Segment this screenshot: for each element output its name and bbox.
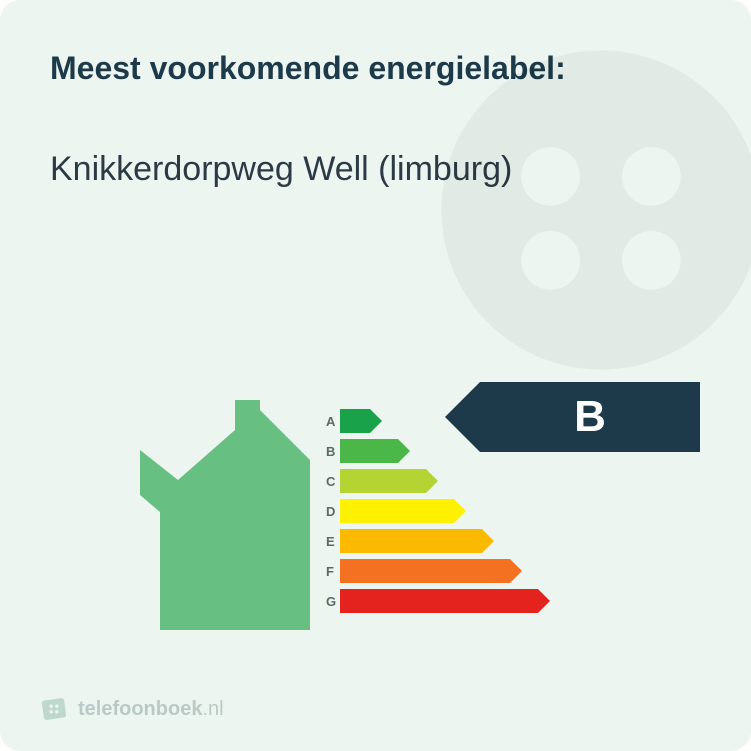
energy-bar-row: G [320,586,538,616]
energy-bar-row: E [320,526,538,556]
energy-bar-label: F [320,564,340,579]
energy-bar-label: D [320,504,340,519]
energy-bar-label: A [320,414,340,429]
watermark-icon [391,0,751,420]
energy-bar [340,559,510,583]
badge-letter: B [574,392,606,442]
energy-bar-row: C [320,466,538,496]
energy-bar-label: E [320,534,340,549]
energy-bar-row: D [320,496,538,526]
energy-bar [340,499,454,523]
energy-bar [340,409,370,433]
energy-bar [340,439,398,463]
energy-bar [340,469,426,493]
energy-bar-label: B [320,444,340,459]
phonebook-icon [40,695,68,723]
energy-bar-label: C [320,474,340,489]
house-icon [140,400,310,630]
energy-bar [340,589,538,613]
footer-tld: .nl [202,698,223,720]
selected-label-badge: B [480,382,700,452]
footer-brand: telefoonboek.nl [40,695,224,723]
footer-text: telefoonboek.nl [78,698,224,721]
footer-brand-name: telefoonboek [78,698,202,720]
energy-label-card: Meest voorkomende energielabel: Knikkerd… [0,0,751,751]
energy-label-chart: ABCDEFG B [140,380,700,640]
energy-bar-row: F [320,556,538,586]
energy-bar-label: G [320,594,340,609]
energy-bar [340,529,482,553]
